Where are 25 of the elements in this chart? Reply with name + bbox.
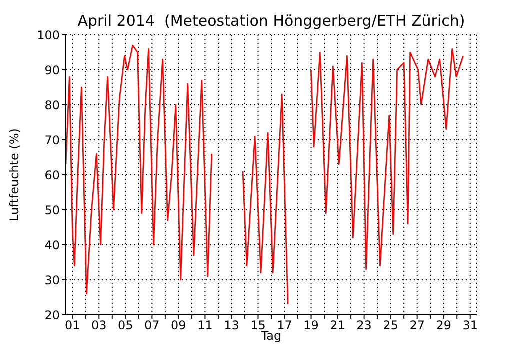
x-tick-label: 21 — [330, 318, 346, 333]
y-tick-label: 70 — [44, 133, 60, 148]
x-tick-label: 27 — [410, 318, 425, 333]
x-tick-label: 01 — [64, 318, 80, 333]
x-tick-label: 19 — [304, 318, 319, 333]
x-tick-label: 31 — [462, 318, 478, 333]
x-tick-label: 25 — [383, 318, 398, 333]
y-tick-label: 20 — [44, 308, 60, 322]
x-tick-label: 23 — [356, 318, 372, 333]
x-tick-label: 13 — [224, 318, 240, 333]
y-tick-label: 60 — [44, 168, 60, 182]
chart-title: April 2014 (Meteostation Hönggerberg/ETH Zürich) — [76, 12, 466, 30]
y-tick-label: 100 — [37, 28, 60, 42]
x-tick-label: 29 — [436, 318, 452, 333]
y-tick-label: 80 — [44, 98, 60, 112]
y-tick-label: 50 — [44, 203, 60, 218]
y-tick-label: 90 — [44, 63, 60, 78]
x-tick-label: 11 — [198, 318, 213, 333]
x-tick-label: 03 — [92, 318, 107, 333]
y-tick-label: 40 — [44, 238, 60, 252]
y-tick-label: 30 — [44, 273, 60, 288]
x-tick-label: 05 — [118, 318, 134, 333]
y-axis-title: Luftfeuchte (%) — [7, 128, 22, 222]
x-tick-label: 09 — [171, 318, 186, 333]
x-tick-label: 07 — [144, 318, 160, 333]
